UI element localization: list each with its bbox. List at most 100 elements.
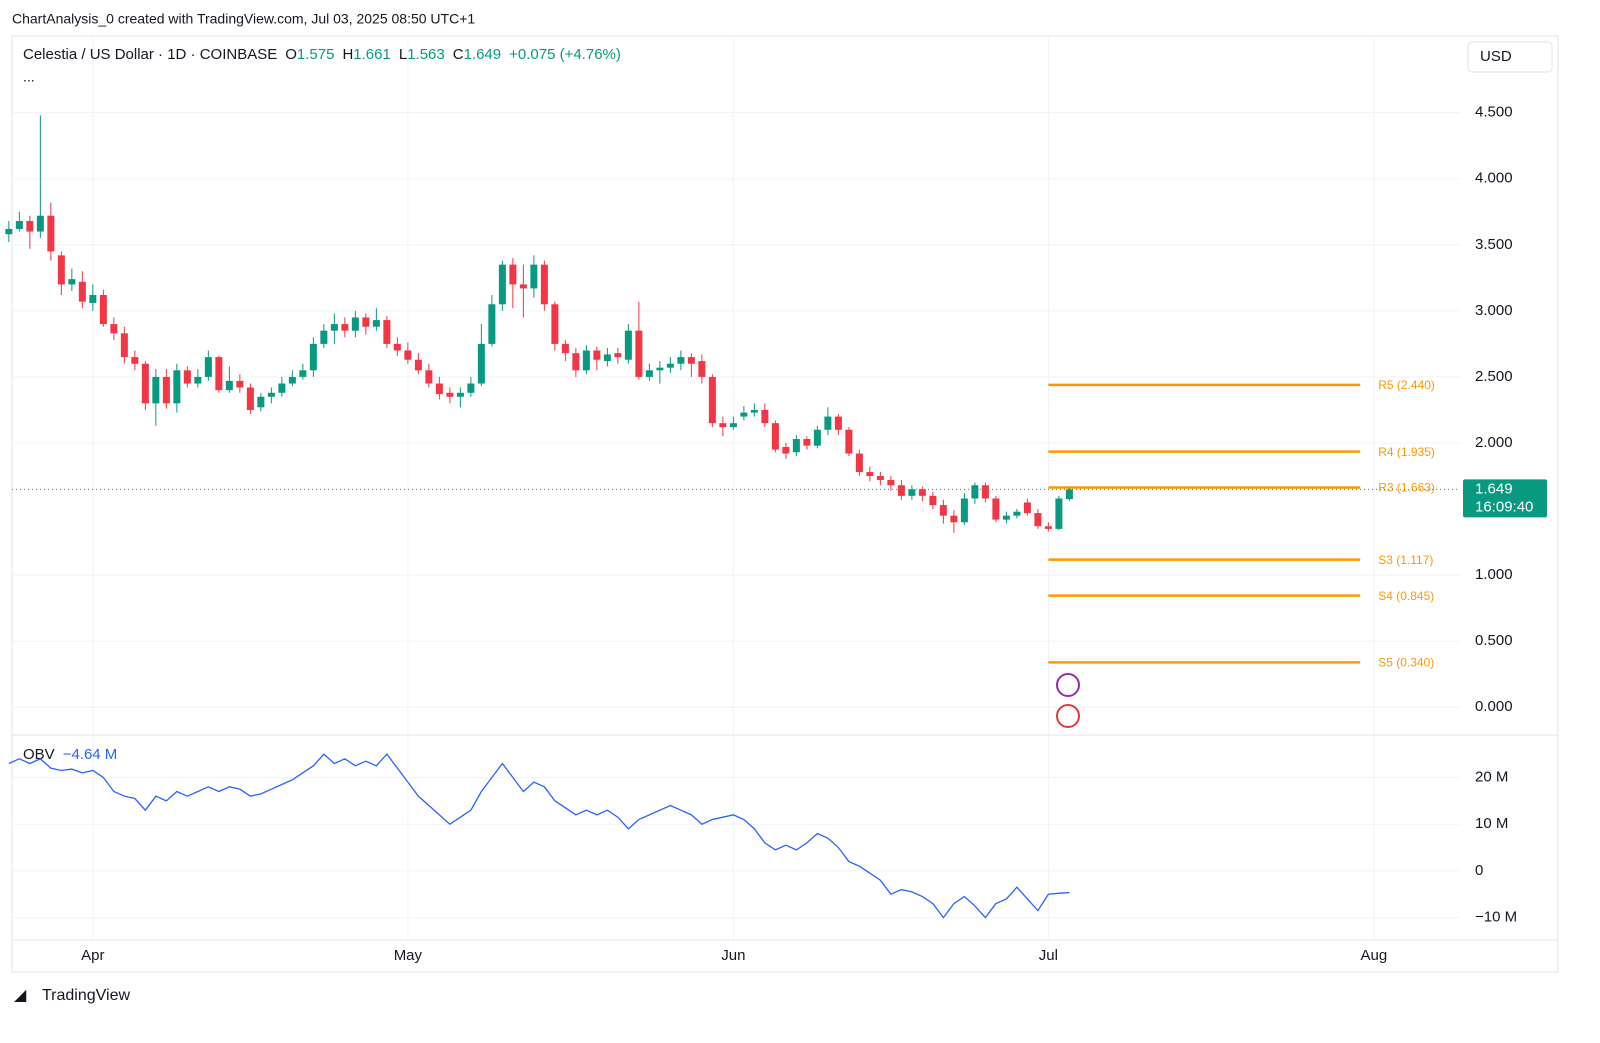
candle-body — [1065, 489, 1073, 500]
candle-body — [750, 409, 758, 413]
candle-body — [257, 396, 265, 408]
indicator-name: OBV — [23, 746, 55, 763]
candle-body — [320, 330, 328, 344]
x-tick-label: Jun — [721, 947, 745, 964]
candle-body — [1002, 515, 1010, 520]
candle-body — [498, 264, 506, 305]
candle-body — [939, 505, 947, 516]
candle-body — [330, 324, 338, 331]
candle-body — [908, 489, 916, 496]
candle-body — [162, 376, 170, 404]
candle-body — [918, 489, 926, 496]
candle-body — [645, 370, 653, 377]
chart-title-line: Celestia / US Dollar · 1D · COINBASE O1.5… — [23, 46, 621, 63]
frame — [11, 35, 1559, 973]
candle-body — [267, 392, 275, 397]
y-tick-label: 4.000 — [1475, 170, 1513, 187]
y-tick-label: 3.500 — [1475, 236, 1513, 253]
candle-body — [110, 324, 118, 334]
credit: ChartAnalysis_0 created with TradingView… — [12, 11, 475, 27]
y-tick-label: 10 M — [1475, 815, 1508, 832]
candle-body — [813, 429, 821, 446]
currency-button[interactable] — [1467, 41, 1553, 73]
y-tick-label: 0 — [1475, 862, 1483, 879]
x-tick-label: Apr — [81, 947, 104, 964]
candle-body — [477, 343, 485, 384]
grid — [12, 36, 1460, 940]
pivot-label: R3 (1.663) — [1378, 481, 1435, 495]
pivot-label: R4 (1.935) — [1378, 445, 1435, 459]
candle-body — [740, 412, 748, 417]
candle-body — [729, 423, 737, 428]
candle-body — [278, 383, 286, 393]
ohlc-label: C — [453, 46, 464, 63]
pivot-label: R5 (2.440) — [1378, 378, 1435, 392]
candle-body — [593, 350, 601, 360]
candle-body — [635, 330, 643, 377]
candle-body — [1044, 526, 1052, 529]
candle-body — [855, 453, 863, 473]
candle-body — [666, 363, 674, 368]
candle-body — [1034, 513, 1042, 527]
y-tick-label: 0.000 — [1475, 698, 1513, 715]
more: ... — [23, 69, 35, 85]
event-icon[interactable] — [1056, 704, 1080, 728]
candle-body — [309, 343, 317, 371]
candle-body — [708, 376, 716, 424]
candle-body — [351, 317, 359, 331]
ohlc-value: 1.563 — [407, 46, 445, 63]
chart-title: Celestia / US Dollar · 1D · COINBASE — [23, 46, 277, 63]
event-icon[interactable] — [1056, 673, 1080, 697]
candle-body — [26, 221, 34, 232]
candle-body — [561, 343, 569, 354]
candle-body — [687, 357, 695, 364]
candle-body — [362, 317, 370, 327]
candle-body — [435, 383, 443, 395]
candle-body — [393, 343, 401, 351]
candle-body — [141, 363, 149, 404]
candle-body — [992, 498, 1000, 520]
candle-body — [1013, 511, 1021, 516]
brand: TradingView — [42, 987, 130, 1004]
ohlc-value: 1.575 — [297, 46, 335, 63]
currency-label: USD — [1480, 48, 1512, 65]
y-tick-label: 2.000 — [1475, 434, 1513, 451]
pivot-label: S3 (1.117) — [1378, 553, 1433, 567]
candle-body — [603, 354, 611, 362]
candle-body — [698, 361, 706, 377]
y-tick-label: 4.500 — [1475, 104, 1513, 121]
ohlc-value: 1.661 — [353, 46, 391, 63]
candle-body — [288, 376, 296, 384]
candle-body — [467, 383, 475, 393]
candle-body — [771, 423, 779, 450]
candle-body — [183, 370, 191, 384]
obv-line — [8, 753, 1070, 919]
y-tick-label: 1.000 — [1475, 566, 1513, 583]
candle-body — [834, 416, 842, 430]
candle-body — [57, 255, 65, 285]
candle-body — [761, 409, 769, 424]
price-tag-countdown: 16:09:40 — [1475, 498, 1533, 515]
candle-body — [792, 439, 800, 453]
candle-body — [929, 495, 937, 506]
candle-body — [372, 320, 380, 327]
candle-body — [519, 284, 527, 289]
candle-body — [551, 304, 559, 344]
candle-body — [36, 215, 44, 232]
candle-body — [425, 370, 433, 384]
candle-body — [246, 387, 254, 410]
candle-body — [99, 295, 107, 325]
candle-body — [383, 320, 391, 344]
candle-body — [236, 380, 244, 388]
candle-body — [803, 439, 811, 446]
candle-body — [204, 357, 212, 377]
candle-body — [509, 264, 517, 285]
indicator-legend: OBV −4.64 M — [23, 746, 117, 763]
pivot-label: S4 (0.845) — [1378, 589, 1434, 603]
candle-body — [845, 429, 853, 454]
candle-body — [540, 264, 548, 305]
candle-body — [950, 515, 958, 523]
candle-body — [68, 279, 76, 285]
candle-body — [719, 423, 727, 428]
